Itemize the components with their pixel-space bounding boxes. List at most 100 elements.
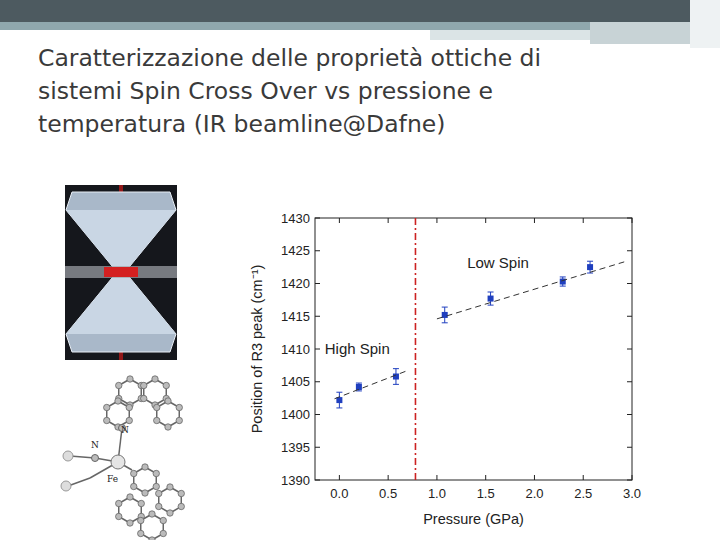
x-tick — [436, 475, 437, 480]
x-tick — [339, 475, 340, 480]
error-cap — [587, 273, 593, 274]
atom — [167, 484, 173, 490]
x-tick-label: 2.0 — [525, 486, 543, 501]
y-tick-label: 1405 — [281, 374, 310, 389]
atom — [153, 470, 159, 476]
error-cap — [587, 261, 593, 262]
data-point — [488, 296, 494, 302]
atom — [167, 510, 173, 516]
x-tick — [339, 218, 340, 223]
atom — [63, 451, 73, 461]
diamond-anvil-image — [65, 185, 177, 360]
x-tick — [485, 218, 486, 223]
atom — [149, 511, 155, 517]
x-tick — [388, 475, 389, 480]
atom — [153, 483, 159, 489]
y-tick — [315, 381, 320, 382]
data-point — [587, 264, 593, 270]
atom — [178, 490, 184, 496]
y-tick-label: 1420 — [281, 276, 310, 291]
top-decor — [430, 30, 590, 40]
atom — [142, 464, 148, 470]
atom — [152, 376, 158, 382]
x-axis-label: Pressure (GPa) — [423, 511, 524, 527]
atom — [165, 424, 171, 430]
chart: 0.00.51.01.52.02.53.01390139514001405141… — [249, 211, 641, 528]
y-tick — [627, 349, 632, 350]
y-tick-label: 1430 — [281, 211, 310, 226]
y-tick — [627, 447, 632, 448]
slide-title: Caratterizzazione delle proprietà ottich… — [38, 42, 541, 141]
slide: NNFe0.00.51.01.52.02.53.0139013951400140… — [0, 0, 720, 540]
y-tick — [315, 316, 320, 317]
atom — [127, 376, 133, 382]
atom — [141, 382, 147, 388]
x-tick — [534, 475, 535, 480]
atom — [149, 537, 155, 540]
image-bg — [65, 185, 177, 360]
y-tick-label: 1410 — [281, 342, 310, 357]
y-tick — [627, 316, 632, 317]
atom — [154, 417, 160, 423]
x-tick — [534, 218, 535, 223]
diamond-bottom-facet — [66, 278, 176, 334]
atom — [141, 395, 147, 401]
error-cap — [442, 307, 448, 308]
y-tick — [315, 414, 320, 415]
error-cap — [488, 292, 494, 293]
y-tick — [315, 250, 320, 251]
atom-fe — [111, 455, 125, 469]
phase-boundary — [415, 218, 417, 480]
diamond-top-facet — [66, 210, 176, 266]
error-bar — [393, 369, 399, 385]
y-tick-label: 1415 — [281, 309, 310, 324]
y-tick — [315, 447, 320, 448]
atom — [131, 483, 137, 489]
y-tick — [627, 414, 632, 415]
annotation: High Spin — [325, 340, 390, 357]
x-tick — [485, 475, 486, 480]
data-point — [356, 384, 362, 390]
x-tick-label: 3.0 — [623, 486, 641, 501]
top-decor — [590, 22, 690, 44]
atom — [116, 513, 122, 519]
data-point — [393, 374, 399, 380]
atom-label: N — [91, 440, 99, 450]
error-cap — [336, 392, 342, 393]
error-cap — [393, 384, 399, 385]
y-tick-label: 1400 — [281, 407, 310, 422]
y-tick — [627, 250, 632, 251]
atom — [138, 500, 144, 506]
x-tick-label: 2.5 — [574, 486, 592, 501]
atom — [154, 404, 160, 410]
error-cap — [560, 286, 566, 287]
atom — [142, 490, 148, 496]
error-bar — [442, 307, 448, 323]
x-tick — [583, 475, 584, 480]
atom — [138, 530, 144, 536]
plot-frame — [315, 218, 632, 480]
y-tick-label: 1390 — [281, 473, 310, 488]
atom — [126, 417, 132, 423]
y-tick — [627, 283, 632, 284]
gasket — [65, 266, 177, 278]
x-tick — [583, 218, 584, 223]
top-bar — [0, 0, 720, 22]
error-cap — [488, 305, 494, 306]
error-cap — [336, 407, 342, 408]
y-tick — [315, 283, 320, 284]
atom — [160, 517, 166, 523]
x-tick — [388, 218, 389, 223]
atom — [138, 517, 144, 523]
x-tick — [436, 218, 437, 223]
error-cap — [356, 383, 362, 384]
atom — [127, 520, 133, 526]
atom-label: N — [121, 425, 129, 435]
atom — [176, 404, 182, 410]
atom-label: Fe — [107, 474, 118, 484]
atom — [104, 417, 110, 423]
error-cap — [393, 368, 399, 369]
atom — [160, 530, 166, 536]
atom — [115, 398, 121, 404]
error-bar — [560, 277, 566, 286]
